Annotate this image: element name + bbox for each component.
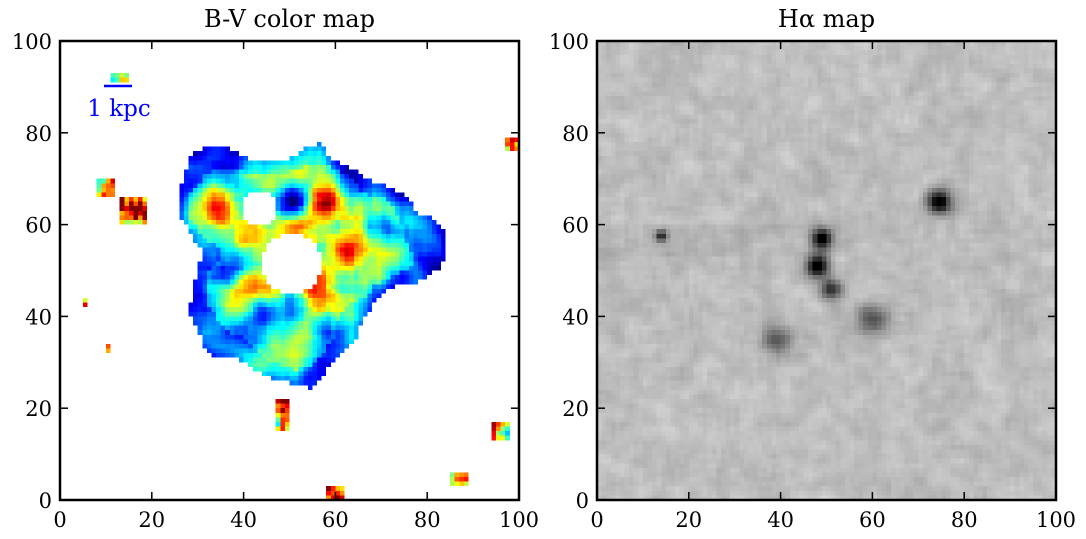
halpha-x-tick-label: 100 (1036, 508, 1076, 532)
halpha-y-tick-label: 20 (562, 397, 589, 421)
bv-x-tick-label: 80 (414, 508, 441, 532)
bv-y-tick-label: 40 (25, 305, 52, 329)
halpha-x-tick-label: 60 (859, 508, 886, 532)
bv-color-map-panel: B-V color map 1 kpc 0 20 40 60 80 100 0 20 40 60 8… (12, 5, 539, 532)
bv-y-tick-label: 100 (12, 30, 52, 54)
bv-color-map-ticks: 0 20 40 60 80 100 0 20 40 60 80 100 (12, 30, 539, 532)
halpha-y-tick-label: 80 (562, 122, 589, 146)
halpha-x-tick-label: 40 (767, 508, 794, 532)
scale-bar: 1 kpc (87, 84, 151, 122)
halpha-map-image (597, 41, 1056, 500)
bv-x-tick-label: 40 (230, 508, 257, 532)
halpha-y-tick-label: 40 (562, 305, 589, 329)
halpha-y-tick-label: 60 (562, 214, 589, 238)
bv-x-tick-label: 100 (499, 508, 539, 532)
bv-color-map-frame (58, 39, 521, 502)
halpha-map-title: Hα map (778, 5, 875, 33)
bv-color-map-title: B-V color map (204, 5, 375, 33)
bv-color-map-image (60, 41, 519, 500)
scale-bar-label: 1 kpc (87, 96, 151, 122)
halpha-y-tick-label: 100 (549, 30, 589, 54)
bv-y-tick-label: 60 (25, 214, 52, 238)
bv-x-tick-label: 0 (53, 508, 66, 532)
bv-x-tick-label: 20 (138, 508, 165, 532)
bv-y-tick-label: 0 (39, 489, 52, 513)
halpha-x-tick-label: 20 (675, 508, 702, 532)
halpha-x-tick-label: 80 (951, 508, 978, 532)
halpha-map-panel: Hα map 0 20 40 60 80 100 0 20 40 60 80 100 (549, 5, 1076, 532)
bv-y-tick-label: 80 (25, 122, 52, 146)
bv-y-tick-label: 20 (25, 397, 52, 421)
halpha-y-tick-label: 0 (576, 489, 589, 513)
bv-x-tick-label: 60 (322, 508, 349, 532)
halpha-map-frame (595, 39, 1058, 502)
halpha-x-tick-label: 0 (590, 508, 603, 532)
